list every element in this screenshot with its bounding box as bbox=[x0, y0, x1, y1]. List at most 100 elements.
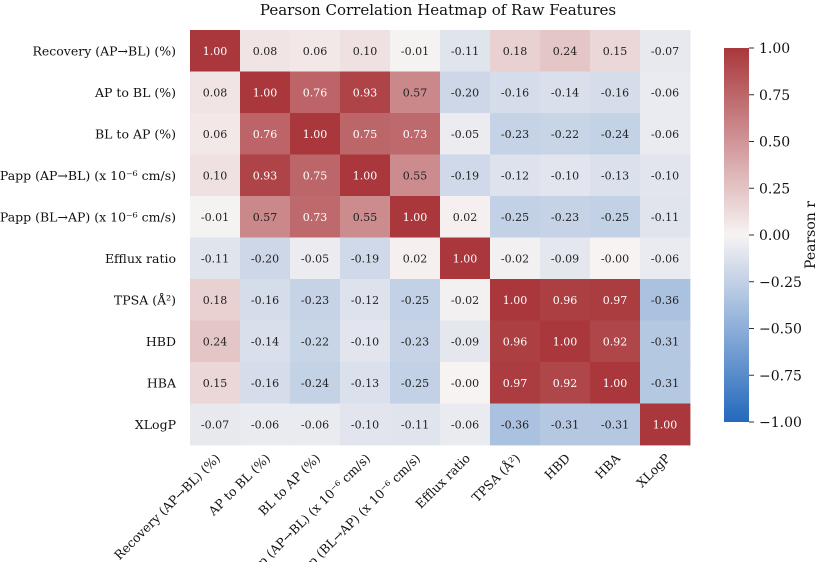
cell-value-label: -0.20 bbox=[251, 252, 279, 265]
colorbar-tick-label: −1.00 bbox=[759, 415, 802, 431]
cell-value-label: -0.10 bbox=[651, 169, 679, 182]
heatmap-cells bbox=[190, 30, 691, 446]
heatmap-cell bbox=[240, 362, 291, 404]
heatmap-cell bbox=[440, 30, 491, 72]
cell-value-label: -0.31 bbox=[551, 418, 579, 431]
cell-value-label: -0.24 bbox=[301, 377, 329, 390]
heatmap-cell bbox=[190, 30, 241, 72]
heatmap-cell bbox=[190, 113, 241, 155]
y-tick-label: Papp (BL→AP) (x 10⁻⁶ cm/s) bbox=[0, 209, 176, 224]
heatmap-cell bbox=[640, 279, 691, 321]
heatmap-cell bbox=[290, 320, 341, 363]
y-tick-label: Recovery (AP→BL) (%) bbox=[32, 43, 176, 58]
colorbar-tick-label: −0.25 bbox=[759, 275, 802, 291]
y-tick-label: XLogP bbox=[135, 417, 176, 432]
heatmap-cell bbox=[290, 154, 341, 197]
cell-value-label: 1.00 bbox=[653, 418, 678, 431]
x-tick-label: HBD bbox=[541, 451, 573, 483]
cell-value-label: 0.24 bbox=[553, 45, 578, 58]
cell-value-label: -0.20 bbox=[451, 86, 479, 99]
chart-title: Pearson Correlation Heatmap of Raw Featu… bbox=[260, 1, 616, 19]
cell-value-label: 0.92 bbox=[603, 335, 628, 348]
heatmap-cell bbox=[590, 154, 641, 197]
cell-value-label: -0.25 bbox=[601, 211, 629, 224]
cell-value-label: 1.00 bbox=[303, 128, 328, 141]
cell-value-label: -0.13 bbox=[601, 169, 629, 182]
heatmap-cell bbox=[640, 237, 691, 280]
cell-value-label: -0.01 bbox=[401, 45, 429, 58]
heatmap-cell bbox=[190, 362, 241, 404]
cell-value-label: 0.75 bbox=[353, 128, 378, 141]
heatmap-cell bbox=[390, 362, 441, 404]
cell-value-label: -0.01 bbox=[201, 211, 229, 224]
heatmap-cell bbox=[590, 237, 641, 280]
heatmap-cell bbox=[440, 196, 491, 238]
cell-value-label: 1.00 bbox=[403, 211, 428, 224]
cell-value-label: -0.02 bbox=[451, 294, 479, 307]
heatmap-cell bbox=[340, 196, 391, 238]
cell-value-label: -0.05 bbox=[451, 128, 479, 141]
heatmap-cell bbox=[590, 196, 641, 238]
y-tick-label: HBA bbox=[147, 375, 177, 390]
heatmap-cell bbox=[540, 196, 591, 238]
heatmap-cell bbox=[340, 237, 391, 280]
heatmap-cell bbox=[640, 154, 691, 197]
cell-value-label: 0.75 bbox=[303, 169, 328, 182]
cell-value-label: -0.24 bbox=[601, 128, 629, 141]
heatmap-cell bbox=[440, 403, 491, 446]
heatmap-cell bbox=[540, 279, 591, 321]
heatmap-cell bbox=[390, 320, 441, 363]
heatmap-cell bbox=[340, 71, 391, 114]
cell-value-label: -0.06 bbox=[651, 128, 679, 141]
y-tick-label: TPSA (Å²) bbox=[114, 292, 176, 307]
cell-value-label: 0.02 bbox=[403, 252, 428, 265]
cell-value-label: -0.23 bbox=[301, 294, 329, 307]
cell-value-label: 0.10 bbox=[203, 169, 228, 182]
cell-value-label: 1.00 bbox=[553, 335, 578, 348]
cell-value-label: -0.31 bbox=[651, 335, 679, 348]
colorbar-tick-label: 0.50 bbox=[759, 135, 790, 151]
cell-value-label: -0.06 bbox=[651, 86, 679, 99]
cell-value-label: 0.93 bbox=[253, 169, 278, 182]
heatmap-cell bbox=[440, 237, 491, 280]
cell-value-label: 1.00 bbox=[253, 86, 278, 99]
cell-value-label: -0.06 bbox=[251, 418, 279, 431]
cell-value-label: -0.07 bbox=[201, 418, 229, 431]
heatmap-cell bbox=[540, 237, 591, 280]
heatmap-cell bbox=[390, 30, 441, 72]
cell-value-label: 0.97 bbox=[503, 377, 528, 390]
cell-value-label: -0.12 bbox=[351, 294, 379, 307]
cell-value-label: -0.06 bbox=[301, 418, 329, 431]
cell-value-label: -0.09 bbox=[551, 252, 579, 265]
cell-value-label: -0.22 bbox=[301, 335, 329, 348]
heatmap-cell bbox=[490, 154, 541, 197]
heatmap-cell-values: 1.00 0.08 0.06 0.10 -0.01 -0.11 0.18 0.24 0.15 -0… bbox=[201, 45, 679, 432]
cell-value-label: -0.07 bbox=[651, 45, 679, 58]
heatmap-cell bbox=[390, 279, 441, 321]
cell-value-label: -0.23 bbox=[501, 128, 529, 141]
cell-value-label: 0.18 bbox=[203, 294, 228, 307]
heatmap-cell bbox=[190, 279, 241, 321]
heatmap-cell bbox=[340, 154, 391, 197]
heatmap-cell bbox=[240, 154, 291, 197]
colorbar-label: Pearson r bbox=[803, 201, 817, 269]
heatmap-cell bbox=[240, 71, 291, 114]
cell-value-label: 0.76 bbox=[303, 86, 328, 99]
heatmap-cell bbox=[640, 71, 691, 114]
cell-value-label: 0.08 bbox=[203, 86, 228, 99]
heatmap-cell bbox=[240, 30, 291, 72]
heatmap-cell bbox=[490, 30, 541, 72]
cell-value-label: 0.73 bbox=[303, 211, 328, 224]
x-tick-label: XLogP bbox=[633, 451, 673, 491]
y-tick-label: AP to BL (%) bbox=[94, 85, 176, 100]
colorbar-tick-label: 0.75 bbox=[759, 88, 790, 104]
cell-value-label: -0.36 bbox=[501, 418, 529, 431]
heatmap-cell bbox=[190, 71, 241, 114]
cell-value-label: 0.57 bbox=[403, 86, 428, 99]
heatmap-cell bbox=[390, 154, 441, 197]
heatmap-cell bbox=[340, 320, 391, 363]
heatmap-cell bbox=[490, 279, 541, 321]
heatmap-cell bbox=[190, 237, 241, 280]
cell-value-label: -0.11 bbox=[401, 418, 429, 431]
cell-value-label: -0.25 bbox=[501, 211, 529, 224]
